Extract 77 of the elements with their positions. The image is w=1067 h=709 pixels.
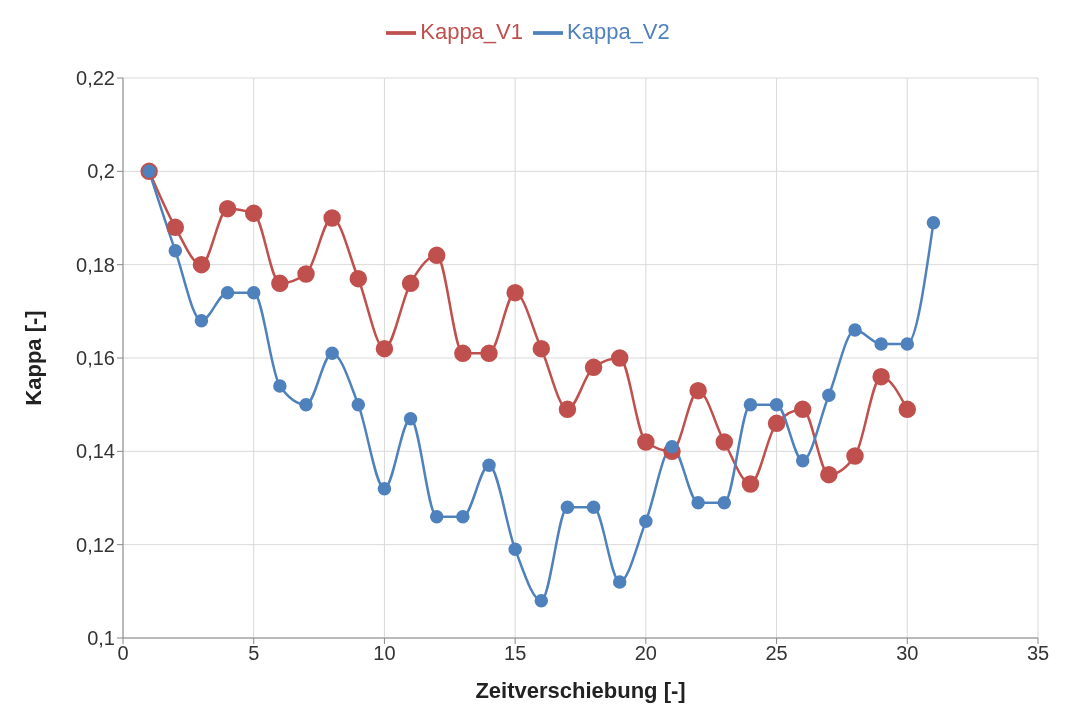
point	[769, 397, 784, 412]
point	[375, 339, 394, 358]
point	[612, 575, 627, 589]
point	[325, 346, 339, 361]
point	[351, 397, 366, 412]
point	[220, 285, 235, 300]
point	[610, 349, 629, 367]
point	[480, 344, 498, 363]
x-tick-label: 5	[248, 642, 260, 665]
point	[584, 358, 603, 377]
y-axis-title: Kappa [-]	[20, 310, 46, 406]
point	[872, 367, 890, 386]
point	[900, 337, 915, 351]
point	[689, 381, 707, 400]
point	[456, 509, 470, 524]
x-tick-label: 15	[504, 642, 527, 665]
point	[767, 414, 786, 433]
y-tick-label: 0,14	[76, 440, 115, 463]
point	[793, 400, 812, 419]
point	[218, 199, 237, 218]
point	[691, 495, 705, 510]
point	[271, 274, 289, 293]
point	[741, 475, 760, 493]
point	[898, 400, 917, 419]
point	[427, 246, 446, 265]
y-tick-label: 0,2	[87, 160, 115, 183]
x-axis-title: Zeitverschiebung [-]	[475, 678, 686, 703]
point	[717, 495, 732, 510]
x-tick-label: 25	[765, 642, 788, 665]
legend-label: Kappa_V2	[567, 18, 670, 44]
point	[454, 344, 472, 363]
x-tick-label: 30	[896, 642, 919, 665]
point	[820, 465, 838, 484]
point	[401, 274, 420, 293]
x-tick-label: 10	[373, 642, 396, 665]
point	[795, 453, 810, 468]
x-tick-label: 0	[117, 642, 129, 665]
x-tick-label: 35	[1026, 642, 1050, 665]
point	[715, 433, 734, 451]
point	[192, 255, 211, 274]
point	[534, 593, 549, 608]
point	[349, 269, 368, 288]
y-tick-label: 0,16	[76, 347, 115, 370]
point	[743, 397, 758, 412]
point	[822, 388, 836, 403]
point	[506, 283, 524, 302]
point	[665, 439, 679, 454]
point	[637, 433, 655, 451]
point	[244, 204, 263, 223]
legend-label: Kappa_V1	[420, 18, 523, 44]
point	[586, 500, 601, 515]
point	[166, 218, 185, 237]
y-tick-label: 0,12	[76, 533, 115, 556]
point	[532, 339, 551, 358]
y-tick-label: 0,18	[76, 253, 115, 276]
y-tick-label: 0,1	[87, 627, 115, 650]
point	[482, 458, 496, 473]
point	[273, 379, 287, 393]
point	[194, 313, 209, 328]
point	[874, 337, 888, 351]
point	[926, 215, 941, 230]
point	[429, 509, 444, 524]
point	[508, 542, 522, 557]
point	[168, 243, 183, 258]
point	[848, 323, 862, 337]
point	[560, 500, 575, 515]
point	[846, 447, 864, 465]
point	[299, 397, 313, 412]
point	[403, 411, 418, 426]
point	[377, 481, 392, 496]
point	[558, 400, 577, 419]
point	[323, 209, 341, 227]
x-tick-label: 20	[634, 642, 657, 665]
point	[297, 265, 315, 283]
point	[639, 514, 653, 529]
y-tick-label: 0,22	[76, 67, 115, 90]
point	[246, 285, 261, 300]
